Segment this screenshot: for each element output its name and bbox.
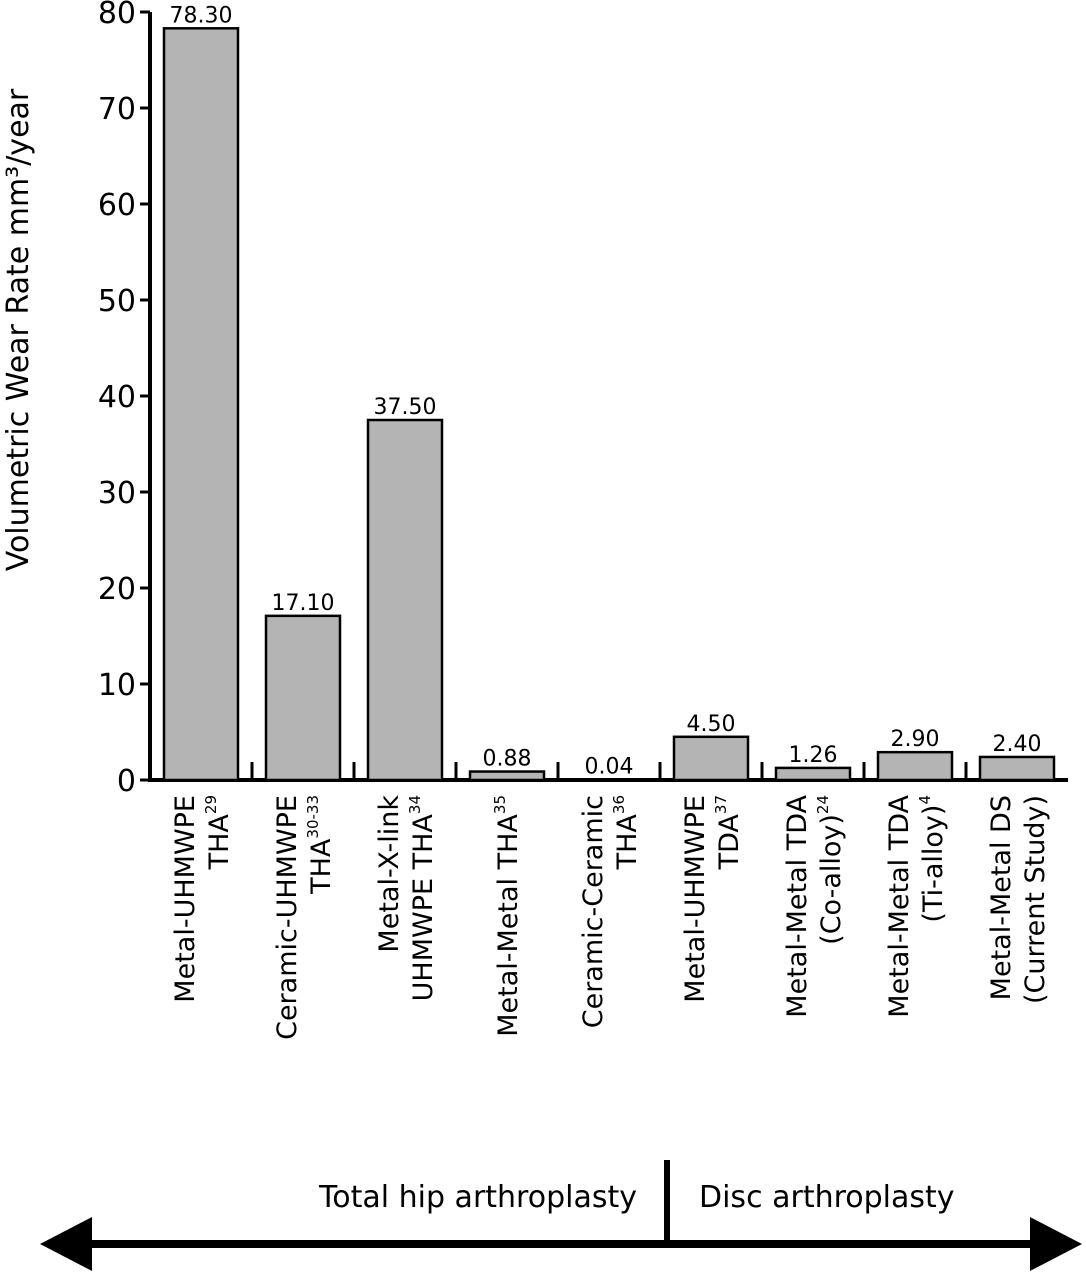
x-category-label: Metal-UHMWPE <box>170 795 201 1003</box>
y-tick-label: 70 <box>98 92 136 127</box>
category-labels: Metal-UHMWPE THA29 Ceramic-UHMWPE THA30-33 M… <box>170 794 1051 1039</box>
x-category-label: THA36 <box>610 795 643 870</box>
x-category-label: Ceramic-Ceramic <box>578 795 609 1028</box>
bar-value-label: 2.40 <box>993 732 1042 757</box>
x-category-label: TDA37 <box>712 795 745 870</box>
bar <box>468 770 546 782</box>
x-category-label: Metal-Metal TDA <box>782 794 813 1017</box>
category-superscript: 29 <box>202 795 220 814</box>
bar-value-label: 0.04 <box>585 755 634 780</box>
y-tick-label: 30 <box>98 476 136 511</box>
y-tick-label: 0 <box>117 764 136 799</box>
bar <box>366 418 444 782</box>
x-category-label: THA29 <box>202 795 235 870</box>
y-tick-label: 60 <box>98 188 136 223</box>
bar <box>876 750 954 782</box>
y-tick-label: 80 <box>98 0 136 31</box>
bar-value-label: 2.90 <box>891 727 940 752</box>
category-superscript: 36 <box>610 795 628 814</box>
bar <box>774 766 852 782</box>
category-superscript: 37 <box>712 795 730 814</box>
category-line-text: Metal-Metal THA <box>493 814 524 1037</box>
y-tick-label: 20 <box>98 572 136 607</box>
axes: 0 10 20 30 40 50 60 70 80 <box>98 0 1068 799</box>
bar <box>978 755 1056 782</box>
x-category-label: Metal-X-link <box>374 795 405 953</box>
x-category-label: Metal-Metal DS <box>986 795 1017 1000</box>
category-line-text: Ceramic-Ceramic <box>578 795 609 1028</box>
x-category-label: UHMWPE THA34 <box>406 795 439 1001</box>
category-line-text: TDA <box>714 814 745 871</box>
y-tick-label: 40 <box>98 380 136 415</box>
category-line-text: Metal-UHMWPE <box>170 795 201 1003</box>
bar-value-label: 1.26 <box>789 743 838 768</box>
category-line-text: THA <box>306 838 337 895</box>
category-superscript: 35 <box>491 795 509 814</box>
category-line-text: UHMWPE THA <box>408 814 439 1002</box>
x-category-label: (Ti-alloy)4 <box>916 795 949 923</box>
category-line-text: THA <box>204 814 235 871</box>
bar <box>162 27 240 782</box>
category-line-text: Metal-UHMWPE <box>680 795 711 1003</box>
bar-value-label: 37.50 <box>374 395 437 420</box>
region-label-disc: Disc arthroplasty <box>699 1180 955 1215</box>
y-axis-label: Volumetric Wear Rate mm³/year <box>1 88 36 571</box>
bar <box>264 614 342 782</box>
x-category-label: Metal-UHMWPE <box>680 795 711 1003</box>
x-category-label: (Current Study) <box>1020 795 1051 1004</box>
category-line-text: THA <box>612 814 643 871</box>
bar-value-label: 4.50 <box>687 712 736 737</box>
x-category-label: (Co-alloy)24 <box>814 795 847 945</box>
bar <box>672 735 750 782</box>
bar-value-label: 17.10 <box>272 591 335 616</box>
bar <box>570 778 648 782</box>
category-line-text: Metal-Metal TDA <box>782 794 813 1017</box>
category-line-text: Metal-Metal TDA <box>884 794 915 1017</box>
category-superscript: 30-33 <box>304 795 322 839</box>
category-superscript: 24 <box>814 795 832 814</box>
bars: 78.30 17.10 37.50 0.88 0.04 4.50 1.26 2.90 2.40 <box>162 3 1056 782</box>
x-category-label: Metal-Metal THA35 <box>491 795 524 1037</box>
arrow-right-head <box>1030 1217 1082 1271</box>
category-line-text: Metal-Metal DS <box>986 795 1017 1000</box>
x-category-label: THA30-33 <box>304 795 337 895</box>
category-line-text: Metal-X-link <box>374 795 405 953</box>
region-label-total-hip: Total hip arthroplasty <box>318 1180 637 1215</box>
region-axis: Total hip arthroplasty Disc arthroplasty <box>40 1160 1082 1271</box>
category-line-text: (Current Study) <box>1020 795 1051 1004</box>
arrow-left-head <box>40 1217 92 1271</box>
bar-value-label: 0.88 <box>483 747 532 772</box>
y-tick-label: 50 <box>98 284 136 319</box>
category-superscript: 34 <box>406 795 424 814</box>
x-category-label: Ceramic-UHMWPE <box>272 795 303 1040</box>
category-line-text: Ceramic-UHMWPE <box>272 795 303 1040</box>
x-category-label: Metal-Metal TDA <box>884 794 915 1017</box>
category-superscript: 4 <box>916 795 934 805</box>
category-line-text: (Co-alloy) <box>816 814 847 945</box>
y-tick-label: 10 <box>98 668 136 703</box>
category-line-text: (Ti-alloy) <box>918 805 949 923</box>
bar-value-label: 78.30 <box>170 3 233 28</box>
